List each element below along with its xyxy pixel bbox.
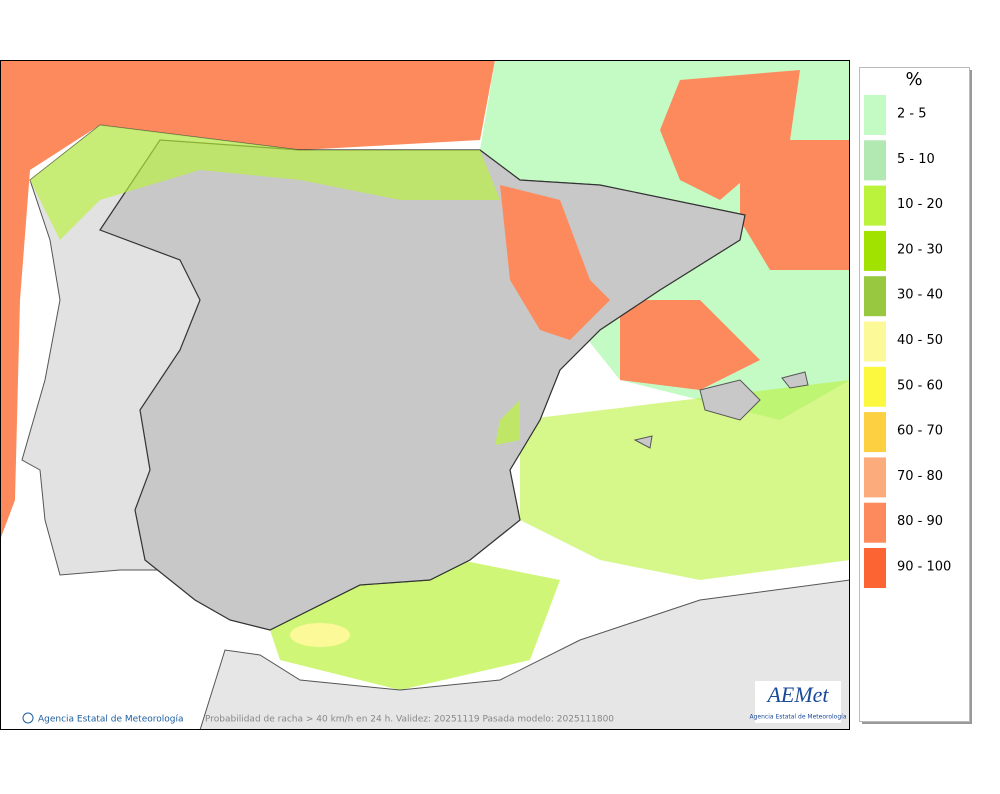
sea-field [290, 623, 350, 647]
legend-label: 5 - 10 [897, 152, 935, 167]
sea-field [660, 70, 800, 200]
land-field [30, 125, 500, 240]
map [0, 60, 850, 730]
logo-name: AEMet [765, 682, 829, 707]
menorca [781, 371, 809, 389]
legend-label: 70 - 80 [897, 469, 943, 484]
legend-title: % [905, 69, 922, 90]
legend-swatch [864, 321, 886, 362]
land-field [495, 400, 520, 445]
legend-swatch [864, 140, 886, 181]
africa [199, 579, 850, 730]
legend-swatch [864, 412, 886, 453]
legend-label: 20 - 30 [897, 242, 943, 257]
legend-label: 10 - 20 [897, 197, 943, 212]
ibiza [633, 435, 653, 449]
land-field [500, 185, 610, 340]
sea-field [0, 60, 495, 540]
sea-field [620, 300, 760, 390]
legend-label: 30 - 40 [897, 288, 943, 303]
mallorca [699, 379, 761, 421]
legend-label: 90 - 100 [897, 560, 951, 575]
map-frame [0, 60, 850, 730]
legend-label: 2 - 5 [897, 107, 927, 122]
legend-swatch [864, 230, 886, 271]
spain [99, 139, 746, 631]
legend-swatch [864, 185, 886, 226]
legend-label: 50 - 60 [897, 378, 943, 393]
copyright-icon [22, 712, 34, 724]
sea-field [740, 140, 850, 270]
legend-label: 60 - 70 [897, 424, 943, 439]
sea-field [520, 380, 850, 580]
legend-swatch [864, 366, 886, 407]
caption: Probabilidad de racha > 40 km/h en 24 h.… [205, 715, 614, 725]
legend-items: 2 - 5 5 - 10 10 - 20 20 - 30 30 - 40 40 - 50 5… [864, 95, 951, 588]
legend-swatch [864, 548, 886, 588]
legend-label: 80 - 90 [897, 514, 943, 529]
legend-swatch [864, 457, 886, 498]
legend-swatch [864, 276, 886, 317]
legend-label: 40 - 50 [897, 333, 943, 348]
legend-swatch [864, 95, 886, 135]
legend-swatch [864, 502, 886, 543]
logo-subtitle: Agencia Estatal de Meteorología [750, 714, 847, 721]
logo-box [755, 681, 841, 723]
credit: Agencia Estatal de Meteorología [38, 715, 184, 725]
